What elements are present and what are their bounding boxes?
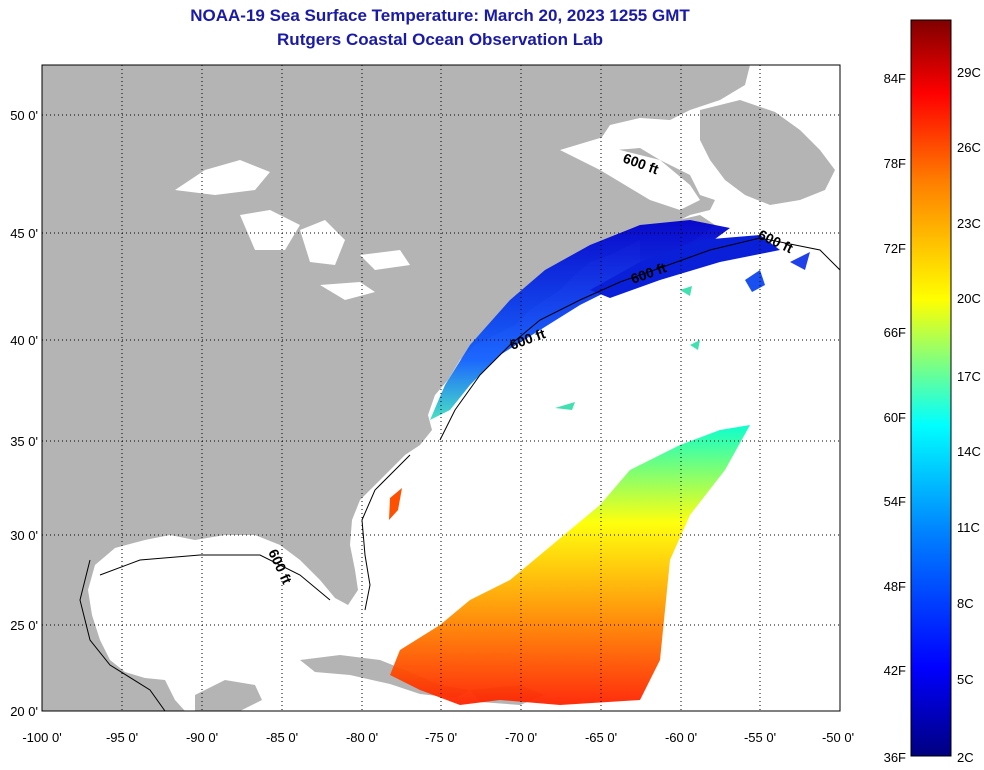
lat-tick-label: 20 0' xyxy=(10,704,38,719)
colorbar-f-label: 54F xyxy=(884,494,906,509)
lon-tick-label: -75 0' xyxy=(425,730,457,745)
sst-east-patch xyxy=(745,270,765,292)
lat-tick-label: 25 0' xyxy=(10,618,38,633)
colorbar-f-label: 48F xyxy=(884,579,906,594)
colorbar-c-label: 11C xyxy=(957,520,980,535)
lat-tick-label: 45 0' xyxy=(10,226,38,241)
lon-tick-label: -55 0' xyxy=(744,730,776,745)
lon-tick-label: -100 0' xyxy=(22,730,61,745)
lat-tick-label: 30 0' xyxy=(10,528,38,543)
lon-tick-label: -70 0' xyxy=(505,730,537,745)
sst-warm-swath xyxy=(390,425,750,705)
lat-tick-label: 50 0' xyxy=(10,108,38,123)
grid-lines xyxy=(42,65,840,711)
colorbar-f-label: 36F xyxy=(884,750,906,765)
colorbar-f-label: 66F xyxy=(884,325,906,340)
map-title: NOAA-19 Sea Surface Temperature: March 2… xyxy=(190,6,690,25)
colorbar-c-label: 23C xyxy=(957,216,981,231)
colorbar-f-label: 42F xyxy=(884,663,906,678)
colorbar-f-labels: 84F 78F 72F 66F 60F 54F 48F 42F 36F xyxy=(884,71,906,765)
newfoundland-land xyxy=(700,100,835,205)
lat-axis-labels: 50 0' 45 0' 40 0' 35 0' 30 0' 25 0' 20 0… xyxy=(10,108,38,719)
lon-tick-label: -50 0' xyxy=(822,730,854,745)
lon-tick-label: -60 0' xyxy=(665,730,697,745)
colorbar-c-label: 5C xyxy=(957,672,974,687)
lat-tick-label: 35 0' xyxy=(10,434,38,449)
st-lawrence-gulf xyxy=(560,138,700,210)
colorbar-c-label: 8C xyxy=(957,596,974,611)
lon-tick-label: -80 0' xyxy=(346,730,378,745)
colorbar-f-label: 72F xyxy=(884,241,906,256)
colorbar-c-label: 2C xyxy=(957,750,974,765)
colorbar-c-label: 26C xyxy=(957,140,981,155)
lon-axis-labels: -100 0' -95 0' -90 0' -85 0' -80 0' -75 … xyxy=(22,730,854,745)
colorbar-c-label: 14C xyxy=(957,444,981,459)
colorbar-f-label: 60F xyxy=(884,410,906,425)
lon-tick-label: -65 0' xyxy=(585,730,617,745)
north-america-land xyxy=(42,65,750,711)
lon-tick-label: -95 0' xyxy=(106,730,138,745)
great-lakes xyxy=(175,160,410,300)
sst-east-patch-2 xyxy=(790,252,810,270)
colorbar-c-label: 17C xyxy=(957,369,981,384)
colorbar xyxy=(910,19,952,757)
colorbar-f-label: 78F xyxy=(884,156,906,171)
colorbar-c-label: 20C xyxy=(957,291,981,306)
lon-tick-label: -85 0' xyxy=(266,730,298,745)
colorbar-f-label: 84F xyxy=(884,71,906,86)
yucatan-land xyxy=(195,680,262,711)
colorbar-c-labels: 29C 26C 23C 20C 17C 14C 11C 8C 5C 2C xyxy=(957,65,981,765)
sst-gulf-stream-patch xyxy=(389,488,402,520)
lat-tick-label: 40 0' xyxy=(10,333,38,348)
map-subtitle: Rutgers Coastal Ocean Observation Lab xyxy=(277,30,603,49)
colorbar-c-label: 29C xyxy=(957,65,981,80)
sst-scotian-shelf xyxy=(590,235,780,298)
depth-contour-600ft xyxy=(79,237,840,711)
plot-border xyxy=(41,64,841,712)
lon-tick-label: -90 0' xyxy=(186,730,218,745)
